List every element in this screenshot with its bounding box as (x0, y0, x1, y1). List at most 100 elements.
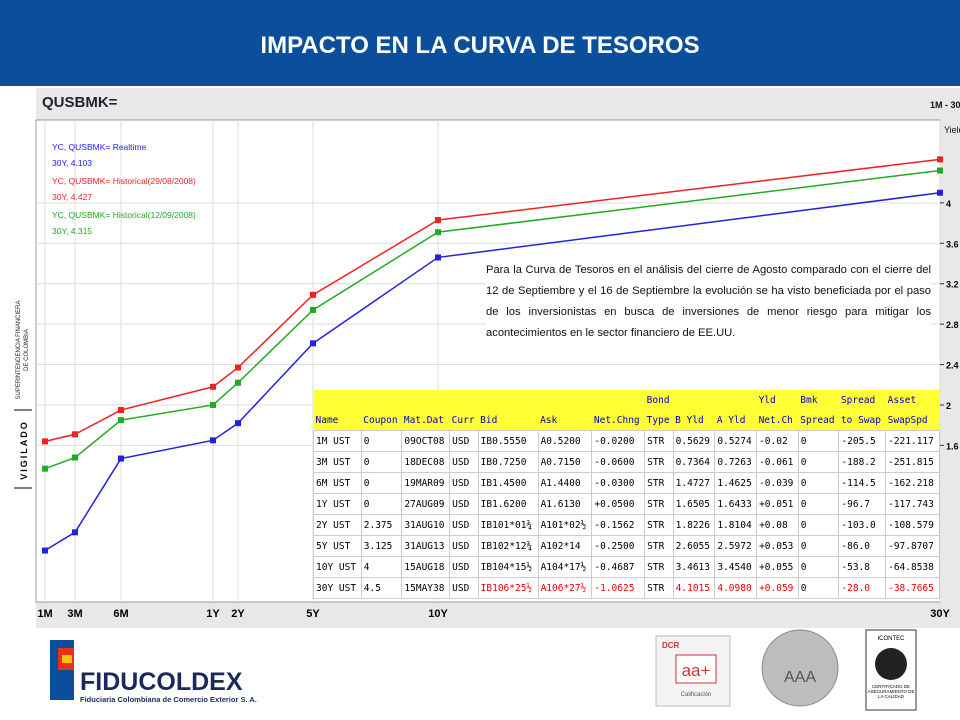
point-marker (210, 401, 216, 408)
x-tick-label: 5Y (306, 608, 320, 620)
point-marker (72, 454, 78, 461)
legend-entry: YC, QUSBMK= Historical(12/09/2008) (52, 210, 196, 220)
table-cell: 2.6055 (672, 535, 716, 557)
table-cell: IB106*25½ (477, 577, 539, 599)
header-row: Bond Yld Bmk Spread Asset (313, 390, 940, 410)
table-cell: 0 (797, 472, 840, 494)
table-cell: 1M UST (313, 430, 362, 452)
org-line: SUPERINTENDENCIA FINANCIERA (16, 300, 22, 399)
point-marker (118, 455, 124, 462)
table-cell: -0.02 (756, 430, 799, 452)
table-cell: STR (644, 514, 674, 536)
table-cell: -1.0625 (591, 577, 646, 599)
point-marker (235, 379, 241, 386)
table-cell: STR (644, 556, 674, 578)
table-cell: 1.8226 (672, 514, 716, 536)
table-row: 5Y UST 3.125 31AUG13 USD IB102*12¾ A102*14 -0.… (313, 535, 940, 557)
table-cell: A0.7150 (537, 451, 593, 473)
table-cell: IB0.5550 (477, 430, 539, 452)
table-cell: 0 (797, 430, 840, 452)
column-header: SwapSpd (885, 410, 940, 431)
table-cell: IB101*01¾ (477, 514, 539, 536)
badge-text: CERTIFICADO DE ASEGURAMIENTO DE LA CALID… (867, 684, 915, 699)
x-tick-label: 1M (37, 608, 52, 620)
table-cell: 1.6505 (672, 493, 716, 515)
column-header-top (361, 390, 402, 410)
x-tick-label: 10Y (428, 608, 448, 620)
dp-badge: AAA (761, 629, 839, 707)
commentary: Para la Curva de Tesoros en el análisis … (486, 260, 931, 344)
badge-seal (875, 648, 907, 680)
legend-note: 30Y, 4.315 (52, 226, 92, 236)
table-cell: 1Y UST (313, 493, 362, 515)
column-header: A Yld (714, 410, 757, 431)
table-row: 1M UST 0 09OCT08 USD IB0.5550 A0.5200 -0.0200 S… (313, 430, 940, 452)
point-marker (210, 383, 216, 390)
table-cell: -188.2 (838, 451, 887, 473)
table-cell: -28.0 (838, 577, 887, 599)
column-header-top (673, 390, 715, 410)
table-cell: USD (449, 451, 479, 473)
badge-text: DCR (662, 641, 680, 650)
column-header-top (538, 390, 592, 410)
table-row: 2Y UST 2.375 31AUG10 USD IB101*01¾ A101*02½ -0… (313, 514, 940, 536)
table-cell: 1.8104 (714, 514, 758, 536)
table-cell: 0 (797, 493, 840, 515)
table-cell: -251.815 (885, 451, 940, 473)
org-line: DE COLOMBIA (24, 329, 30, 371)
column-header: Type (644, 410, 674, 431)
table-cell: USD (449, 535, 479, 557)
point-marker (937, 189, 943, 196)
table-cell: 09OCT08 (401, 430, 451, 452)
column-header: Net.Ch (756, 410, 799, 431)
header-row: Name Coupon Mat.Dat Curr Bid Ask Net.Chng Type B… (313, 410, 940, 431)
table-cell: STR (644, 472, 674, 494)
column-header: Net.Chng (591, 410, 645, 431)
column-header-top (449, 390, 479, 410)
point-marker (937, 167, 943, 174)
point-marker (118, 407, 124, 414)
table-cell: 6M UST (313, 472, 362, 494)
table-cell: -0.2500 (591, 535, 646, 557)
table-cell: -103.0 (838, 514, 887, 536)
table-cell: -0.039 (756, 472, 799, 494)
table-cell: 3.4613 (672, 556, 716, 578)
table-cell: 0 (797, 556, 840, 578)
column-header: to Swap (838, 410, 886, 431)
y-axis-label: Yield (944, 125, 960, 135)
brand-sub: Fiduciaria Colombiana de Comercio Exteri… (80, 695, 257, 704)
table-cell: STR (644, 451, 674, 473)
bond-table: Bond Yld Bmk Spread Asset Name Coupon Mat.Dat Cu… (313, 390, 940, 599)
y-tick-label: 1.6 (946, 441, 959, 451)
point-marker (310, 306, 316, 313)
table-cell: -97.8707 (885, 535, 940, 557)
legend-entry: YC, QUSBMK= Historical(29/08/2008) (52, 176, 196, 186)
column-header: Coupon (361, 410, 402, 431)
table-cell: USD (449, 556, 479, 578)
table-cell: IB1.6200 (477, 493, 539, 515)
table-cell: 0 (360, 451, 403, 473)
column-header-top (478, 390, 539, 410)
icontec-badge: ICONTEC CERTIFICADO DE ASEGURAMIENTO DE … (865, 629, 917, 711)
series-line (44, 169, 941, 470)
table-cell: -96.7 (838, 493, 887, 515)
point-marker (435, 254, 441, 261)
point-marker (435, 217, 441, 224)
table-cell: 0 (797, 451, 840, 473)
table-cell: 1.4727 (672, 472, 716, 494)
series-line (44, 192, 941, 552)
logo-shape (62, 655, 72, 663)
table-cell: -86.0 (838, 535, 887, 557)
badge-text: ICONTEC (878, 636, 906, 642)
badge-rating: aa+ (682, 661, 711, 680)
point-marker (235, 364, 241, 371)
point-marker (72, 529, 78, 536)
point-marker (42, 547, 48, 554)
badge-box (675, 654, 717, 684)
table-cell: 0.7364 (672, 451, 716, 473)
table-cell: 0 (797, 577, 840, 599)
table-cell: 3.4540 (714, 556, 758, 578)
badge-rating: AAA (784, 669, 816, 686)
y-tick-label: 2.8 (946, 320, 959, 330)
table-cell: 0.7263 (714, 451, 758, 473)
